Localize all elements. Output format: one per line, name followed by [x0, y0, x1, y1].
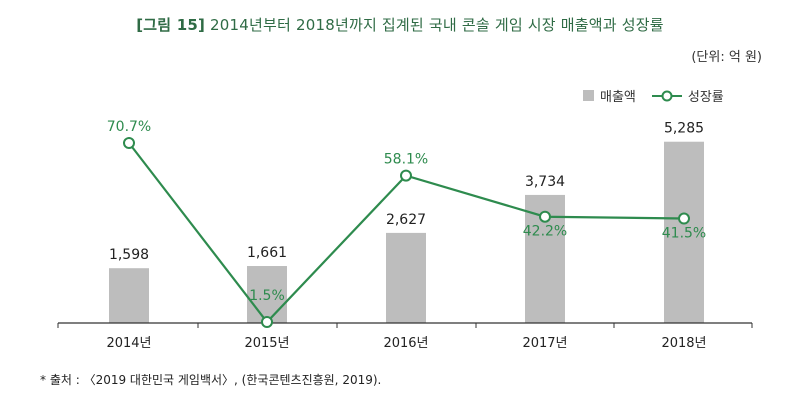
legend-bar-swatch — [583, 90, 594, 101]
revenue-value-label: 1,661 — [247, 245, 287, 261]
growth-value-label: 58.1% — [384, 152, 428, 168]
x-tick-label: 2015년 — [244, 336, 289, 351]
growth-value-label: 41.5% — [662, 226, 706, 242]
growth-point — [400, 169, 412, 182]
growth-point — [261, 316, 273, 328]
revenue-bar — [109, 268, 149, 323]
figure-label: [그림 15] — [136, 16, 206, 34]
revenue-value-label: 5,285 — [664, 121, 704, 137]
source-footnote: * 출처 : 〈2019 대한민국 게임백서〉, (한국콘텐츠진흥원, 2019… — [40, 373, 382, 387]
growth-point — [678, 212, 690, 225]
growth-value-label: 70.7% — [107, 119, 151, 135]
growth-point — [123, 137, 135, 149]
growth-value-label: 1.5% — [249, 288, 285, 304]
legend-growth-label: 성장률 — [687, 90, 724, 105]
x-tick-label: 2016년 — [383, 336, 428, 351]
legend-line-swatch — [651, 90, 682, 101]
unit-label: (단위: 억 원) — [691, 50, 762, 65]
revenue-value-label: 3,734 — [525, 174, 565, 190]
chart-title: [그림 15] 2014년부터 2018년까지 집계된 국내 콘솔 게임 시장 … — [0, 14, 800, 35]
revenue-bar — [664, 141, 704, 323]
revenue-value-label: 1,598 — [109, 247, 149, 263]
revenue-value-label: 2,627 — [386, 212, 426, 228]
legend-item-revenue: 매출액 — [583, 86, 636, 105]
revenue-bar — [247, 266, 287, 323]
legend-revenue-label: 매출액 — [600, 90, 636, 105]
chart-title-text: 2014년부터 2018년까지 집계된 국내 콘솔 게임 시장 매출액과 성장률 — [210, 16, 664, 34]
x-tick-label: 2014년 — [106, 336, 151, 351]
x-tick-label: 2018년 — [661, 336, 706, 351]
legend: 매출액 성장률 — [583, 86, 724, 105]
revenue-bar — [386, 232, 426, 323]
legend-item-growth: 성장률 — [651, 86, 724, 105]
x-tick-label: 2017년 — [522, 336, 567, 351]
growth-value-label: 42.2% — [523, 224, 567, 240]
growth-point — [539, 210, 551, 223]
